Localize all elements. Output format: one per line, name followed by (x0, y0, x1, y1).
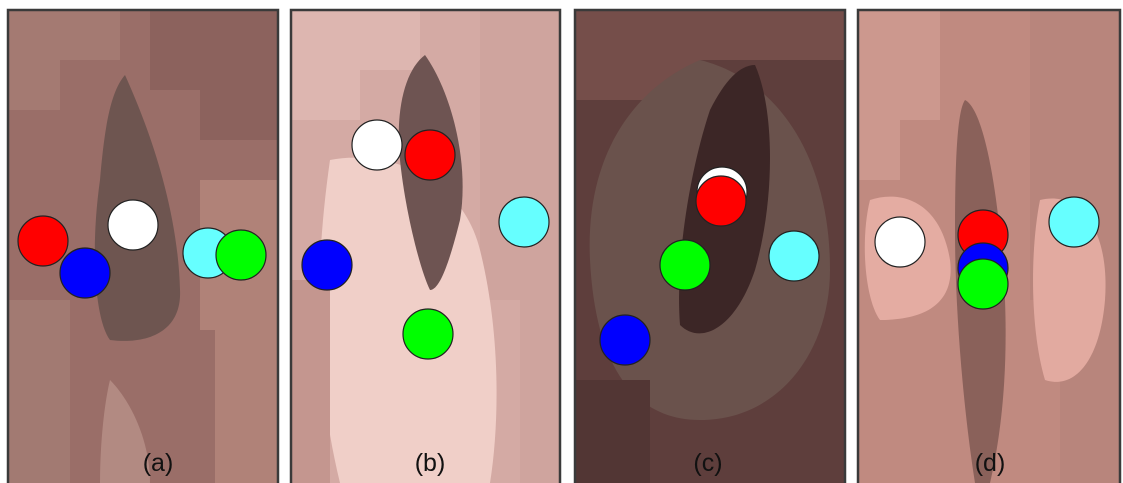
figure: (a) (b) (c) (d) (0, 0, 1123, 483)
region (575, 380, 650, 483)
panel-label: (a) (143, 449, 174, 477)
page: (a) (b) (c) (d) (() => { const data = JS… (0, 0, 1123, 483)
marker-green (958, 259, 1008, 309)
marker-cyan (1049, 197, 1099, 247)
marker-red (18, 216, 68, 266)
marker-blue (302, 240, 352, 290)
marker-cyan (769, 231, 819, 281)
panel-label: (b) (415, 449, 446, 477)
panel-label: (d) (975, 449, 1006, 477)
marker-white (352, 120, 402, 170)
marker-red (696, 176, 746, 226)
marker-red (405, 130, 455, 180)
marker-blue (60, 248, 110, 298)
region (8, 300, 70, 483)
panel-label: (c) (693, 449, 722, 477)
marker-cyan (499, 197, 549, 247)
marker-green (403, 309, 453, 359)
region (291, 280, 330, 483)
marker-white (108, 200, 158, 250)
marker-green (660, 240, 710, 290)
marker-white (875, 217, 925, 267)
marker-blue (600, 315, 650, 365)
marker-green (216, 230, 266, 280)
